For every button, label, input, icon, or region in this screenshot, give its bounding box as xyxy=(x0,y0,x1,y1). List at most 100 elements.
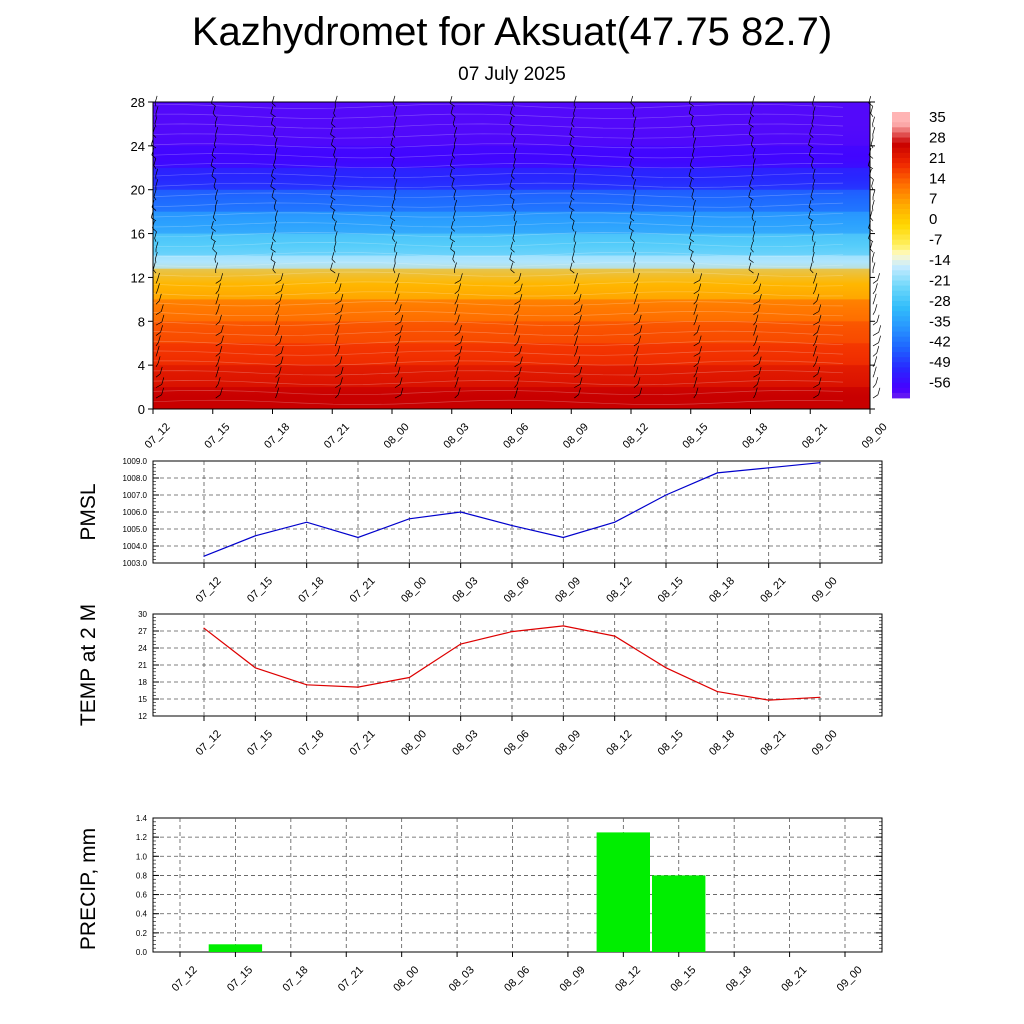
wind-barb xyxy=(215,262,219,270)
wind-barb xyxy=(339,356,343,364)
wind-barb xyxy=(694,377,698,385)
pmsl-point xyxy=(203,555,205,557)
wind-barb xyxy=(872,342,879,347)
wind-barb xyxy=(330,196,336,201)
wind-barb xyxy=(454,321,458,326)
colorbar-cell xyxy=(892,367,910,373)
colorbar-label: -49 xyxy=(929,354,951,371)
wind-barb xyxy=(210,238,216,243)
colorbar-cell xyxy=(892,270,910,276)
wind-barb xyxy=(275,342,281,347)
wind-barb xyxy=(270,241,274,249)
wind-barb xyxy=(331,144,336,149)
wind-barb xyxy=(395,283,399,291)
wind-barb xyxy=(571,227,575,232)
wind-barb xyxy=(699,273,703,281)
colorbar-cell xyxy=(892,168,910,174)
x-tick-label: 08_18 xyxy=(740,421,770,451)
wind-barb xyxy=(633,300,636,305)
colorbar-label: -28 xyxy=(929,293,951,310)
wind-barb xyxy=(335,373,342,378)
wind-barb xyxy=(450,106,454,114)
wind-barb xyxy=(688,241,692,249)
wind-barb xyxy=(275,394,278,399)
wind-barb xyxy=(275,210,278,218)
wind-barb xyxy=(274,227,276,232)
wind-barb xyxy=(748,134,754,138)
x-tick-label: 07_15 xyxy=(245,728,275,758)
x-tick-label: 07_21 xyxy=(348,575,378,605)
wind-barb xyxy=(215,342,222,347)
wind-barb xyxy=(811,238,814,242)
wind-barb xyxy=(872,262,876,270)
colorbar-cell xyxy=(892,352,910,358)
precip-bar xyxy=(596,832,650,952)
wind-barb xyxy=(869,210,873,218)
wind-barb xyxy=(812,290,816,295)
wind-barb xyxy=(454,127,458,135)
wind-barb xyxy=(692,154,695,159)
wind-barb xyxy=(212,113,217,118)
contour-line xyxy=(152,399,844,405)
wind-barb xyxy=(394,321,401,326)
wind-barb xyxy=(334,331,338,336)
wind-barb xyxy=(273,165,276,170)
wind-barb xyxy=(450,248,455,253)
x-tick-label: 07_21 xyxy=(348,728,378,758)
wind-barb xyxy=(334,352,339,357)
x-tick-label: 08_03 xyxy=(450,728,480,758)
colorbar-cell xyxy=(892,372,910,378)
pmsl-point xyxy=(254,535,256,537)
wind-barb xyxy=(579,366,583,375)
wind-barb xyxy=(814,283,818,291)
wind-barb xyxy=(689,186,694,190)
colorbar-cell xyxy=(892,300,910,307)
wind-barb xyxy=(215,383,219,388)
wind-barb xyxy=(818,377,822,385)
wind-barb xyxy=(750,144,754,149)
wind-barb xyxy=(514,300,521,305)
wind-barb xyxy=(574,321,580,326)
contour-line xyxy=(152,380,844,386)
wind-barb xyxy=(812,106,816,114)
wind-barb xyxy=(155,384,162,388)
wind-barb xyxy=(689,158,693,166)
temp-point xyxy=(357,686,359,688)
wind-barb xyxy=(750,241,754,249)
contour-line xyxy=(152,113,844,119)
wind-barb xyxy=(399,377,403,385)
y-tick-label: 1.0 xyxy=(136,852,148,861)
wind-barb xyxy=(509,252,513,260)
wind-barb xyxy=(633,384,639,388)
wind-barb xyxy=(573,158,576,166)
wind-barb xyxy=(454,352,461,357)
wind-barb xyxy=(569,207,575,211)
contour-line xyxy=(152,143,844,149)
wind-barb xyxy=(569,210,573,218)
wind-barb xyxy=(574,384,581,388)
colorbar-cell xyxy=(892,336,910,343)
contour-line xyxy=(152,182,844,188)
contour-line xyxy=(152,311,844,317)
wind-barb xyxy=(871,207,874,211)
wind-barb xyxy=(151,217,157,222)
x-tick-label: 08_03 xyxy=(441,421,471,451)
wind-barb xyxy=(392,238,396,243)
wind-barb xyxy=(451,186,456,190)
wind-barb xyxy=(872,127,876,135)
wind-barb xyxy=(512,102,515,107)
wind-barb xyxy=(571,147,574,156)
wind-barb xyxy=(569,137,573,145)
wind-barb xyxy=(275,331,278,336)
wind-barb xyxy=(457,314,460,322)
wind-barb xyxy=(157,272,160,281)
wind-barb xyxy=(211,168,215,176)
wind-barb xyxy=(809,269,814,274)
x-tick-label: 09_00 xyxy=(835,964,865,994)
wind-barb xyxy=(573,231,577,239)
wind-barb xyxy=(693,279,700,284)
wind-barb xyxy=(630,137,634,145)
wind-barb xyxy=(633,342,639,347)
wind-barb xyxy=(330,206,336,211)
wind-barb xyxy=(753,290,759,295)
